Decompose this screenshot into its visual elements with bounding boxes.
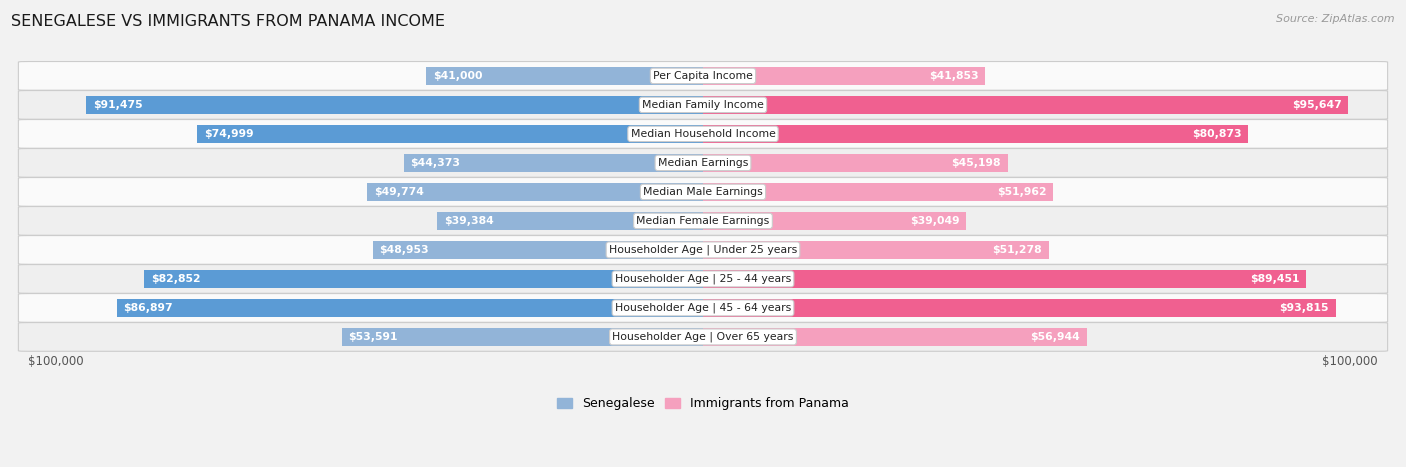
Bar — [367, 183, 703, 201]
Text: $82,852: $82,852 — [150, 274, 201, 284]
Text: Source: ZipAtlas.com: Source: ZipAtlas.com — [1277, 14, 1395, 24]
Text: $39,049: $39,049 — [910, 216, 960, 226]
Bar — [703, 183, 1053, 201]
Text: $93,815: $93,815 — [1279, 303, 1329, 313]
FancyBboxPatch shape — [18, 265, 1388, 293]
Text: $91,475: $91,475 — [93, 100, 142, 110]
Text: $44,373: $44,373 — [411, 158, 460, 168]
Text: $41,853: $41,853 — [929, 71, 979, 81]
Bar — [117, 299, 703, 317]
Text: $86,897: $86,897 — [124, 303, 173, 313]
Text: Median Female Earnings: Median Female Earnings — [637, 216, 769, 226]
Bar — [703, 154, 1008, 172]
Text: $56,944: $56,944 — [1031, 332, 1080, 342]
Bar — [703, 241, 1049, 259]
Bar — [373, 241, 703, 259]
Bar — [703, 67, 986, 85]
Text: Median Family Income: Median Family Income — [643, 100, 763, 110]
Text: $100,000: $100,000 — [28, 355, 84, 368]
FancyBboxPatch shape — [18, 206, 1388, 235]
FancyBboxPatch shape — [18, 323, 1388, 351]
Bar — [703, 125, 1249, 143]
Text: Per Capita Income: Per Capita Income — [652, 71, 754, 81]
FancyBboxPatch shape — [18, 294, 1388, 322]
Text: Householder Age | 25 - 44 years: Householder Age | 25 - 44 years — [614, 274, 792, 284]
Text: $49,774: $49,774 — [374, 187, 423, 197]
FancyBboxPatch shape — [18, 62, 1388, 90]
Text: $53,591: $53,591 — [349, 332, 398, 342]
Text: $41,000: $41,000 — [433, 71, 482, 81]
FancyBboxPatch shape — [18, 235, 1388, 264]
Text: Median Earnings: Median Earnings — [658, 158, 748, 168]
Text: $48,953: $48,953 — [380, 245, 429, 255]
FancyBboxPatch shape — [18, 91, 1388, 119]
Text: $51,278: $51,278 — [993, 245, 1042, 255]
Bar — [86, 96, 703, 114]
Bar — [404, 154, 703, 172]
Text: Median Male Earnings: Median Male Earnings — [643, 187, 763, 197]
Text: Householder Age | Under 25 years: Householder Age | Under 25 years — [609, 245, 797, 255]
Bar — [703, 96, 1348, 114]
Text: $74,999: $74,999 — [204, 129, 253, 139]
Bar — [703, 328, 1087, 346]
Text: $51,962: $51,962 — [997, 187, 1046, 197]
FancyBboxPatch shape — [18, 149, 1388, 177]
Bar — [703, 299, 1336, 317]
Bar — [145, 270, 703, 288]
Text: $45,198: $45,198 — [952, 158, 1001, 168]
Text: SENEGALESE VS IMMIGRANTS FROM PANAMA INCOME: SENEGALESE VS IMMIGRANTS FROM PANAMA INC… — [11, 14, 446, 29]
Bar — [703, 270, 1306, 288]
Legend: Senegalese, Immigrants from Panama: Senegalese, Immigrants from Panama — [553, 392, 853, 415]
Bar — [342, 328, 703, 346]
FancyBboxPatch shape — [18, 177, 1388, 206]
Text: Householder Age | 45 - 64 years: Householder Age | 45 - 64 years — [614, 303, 792, 313]
Text: $95,647: $95,647 — [1292, 100, 1341, 110]
Text: $100,000: $100,000 — [1322, 355, 1378, 368]
Text: $80,873: $80,873 — [1192, 129, 1241, 139]
Bar — [703, 212, 966, 230]
Text: $89,451: $89,451 — [1250, 274, 1299, 284]
FancyBboxPatch shape — [18, 120, 1388, 148]
Bar — [437, 212, 703, 230]
Bar — [197, 125, 703, 143]
Text: Median Household Income: Median Household Income — [630, 129, 776, 139]
Text: $39,384: $39,384 — [444, 216, 494, 226]
Text: Householder Age | Over 65 years: Householder Age | Over 65 years — [612, 332, 794, 342]
Bar — [426, 67, 703, 85]
